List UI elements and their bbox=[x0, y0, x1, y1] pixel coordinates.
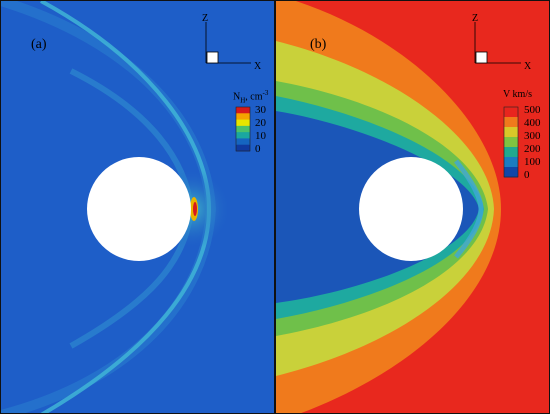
colorbar-swatch bbox=[236, 119, 250, 127]
panel-a-tick-10: 10 bbox=[255, 130, 266, 142]
panel-a-axis-z-label: Z bbox=[202, 13, 208, 24]
panel-a-colorbar bbox=[235, 106, 251, 152]
panel-a-obstacle bbox=[87, 157, 191, 261]
panel-b-field: Z X bbox=[276, 1, 549, 413]
colorbar-swatch bbox=[236, 138, 250, 146]
colorbar-swatch bbox=[504, 157, 518, 168]
panel-b-tick-100: 100 bbox=[524, 156, 541, 168]
panel-a-axis-indicator: Z X bbox=[202, 13, 262, 72]
colorbar-swatch bbox=[504, 117, 518, 128]
colorbar-swatch bbox=[504, 137, 518, 148]
panel-a-tag: (a) bbox=[31, 37, 47, 52]
panel-b-front-edge bbox=[454, 159, 484, 259]
panel-a-tick-0: 0 bbox=[255, 143, 261, 155]
colorbar-swatch bbox=[504, 167, 518, 178]
panel-b-tick-400: 400 bbox=[524, 117, 541, 129]
colorbar-swatch bbox=[504, 127, 518, 138]
panel-a-tick-30: 30 bbox=[255, 104, 266, 116]
panel-b-colorbar bbox=[503, 106, 519, 178]
panel-a-tick-20: 20 bbox=[255, 117, 266, 129]
panel-b-colorbar-title: V km/s bbox=[503, 89, 532, 100]
colorbar-swatch bbox=[236, 132, 250, 139]
panel-a-hotspot-core bbox=[193, 202, 197, 216]
panel-a-axis-x-label: X bbox=[254, 61, 262, 72]
panel-a: Z X (a) NH, cm-3 30 20 10 0 bbox=[0, 0, 275, 414]
panel-b-axis-indicator: Z X bbox=[472, 13, 532, 72]
colorbar-swatch bbox=[236, 113, 250, 121]
colorbar-swatch bbox=[236, 125, 250, 133]
colorbar-frame bbox=[235, 106, 251, 152]
colorbar-frame bbox=[503, 106, 519, 178]
panel-b-tick-500: 500 bbox=[524, 104, 541, 116]
panel-b-tick-200: 200 bbox=[524, 143, 541, 155]
panel-b-tick-300: 300 bbox=[524, 130, 541, 142]
colorbar-swatch bbox=[236, 144, 250, 152]
panel-b-tick-0: 0 bbox=[524, 169, 530, 181]
panel-b-obstacle bbox=[359, 157, 463, 261]
colorbar-swatch bbox=[504, 147, 518, 158]
panel-a-field: Z X bbox=[1, 1, 274, 413]
panel-b-axis-x-label: X bbox=[524, 61, 532, 72]
panel-b-tag: (b) bbox=[310, 37, 327, 52]
colorbar-swatch bbox=[236, 107, 250, 114]
panel-b-axis-z-label: Z bbox=[472, 13, 478, 24]
panel-b: Z X (b) V km/s 500 400 300 200 100 0 bbox=[275, 0, 550, 414]
colorbar-swatch bbox=[504, 107, 518, 118]
panel-a-colorbar-title: NH, cm-3 bbox=[233, 89, 269, 105]
